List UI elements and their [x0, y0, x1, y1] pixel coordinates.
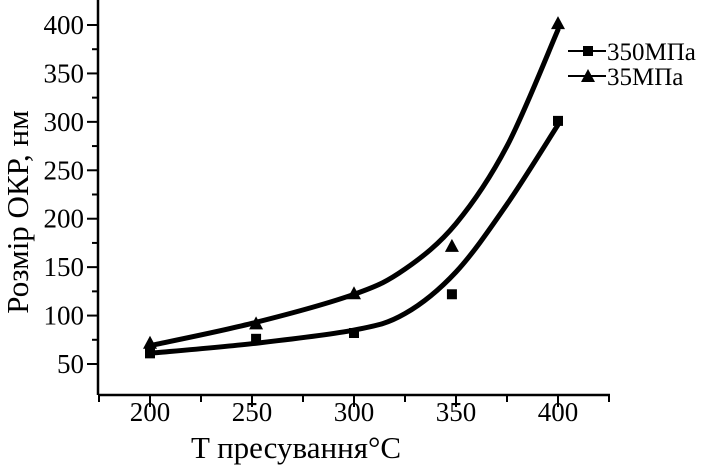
series-350mpa-fit-curve [147, 122, 561, 356]
legend-marker-series-350mpa [583, 46, 593, 56]
legend-label-series-350mpa: 350МПа [607, 39, 696, 66]
series-35mpa-point [249, 316, 264, 330]
y-tick-label: 300 [44, 107, 85, 137]
series-350mpa-point [446, 289, 457, 300]
legend-label-series-35mpa: 35МПа [607, 64, 683, 91]
x-tick-label: 400 [538, 397, 579, 427]
y-tick-label: 100 [44, 301, 85, 331]
x-tick-label: 350 [436, 397, 477, 427]
fit-curves [147, 27, 561, 356]
series-35mpa-fit-curve [147, 27, 561, 349]
y-tick-label: 250 [44, 155, 85, 185]
y-tick-label: 400 [44, 10, 85, 40]
x-tick-label: 250 [232, 397, 273, 427]
series-35mpa-point [143, 335, 157, 349]
y-tick-label: 350 [44, 58, 85, 88]
legend-marker-series-35mpa [581, 69, 595, 82]
series-35mpa-point [347, 286, 361, 300]
series-35mpa-point [444, 238, 459, 252]
y-axis-title: Розмір ОКР, нм [0, 110, 35, 313]
ticks: 200 250 300 350 400 50 100 150 200 250 300 350 400 [44, 10, 610, 427]
y-tick-label: 150 [44, 252, 85, 282]
x-tick-label: 300 [334, 397, 375, 427]
series-350mpa-point [251, 333, 262, 344]
series-350mpa-point [145, 348, 155, 359]
series-350mpa-point [553, 115, 563, 126]
series-350mpa-point [349, 328, 359, 339]
y-tick-label: 200 [44, 204, 85, 234]
x-tick-label: 200 [130, 397, 171, 427]
x-axis-title: T пресування°C [191, 430, 401, 465]
y-tick-label: 50 [57, 349, 84, 379]
data-markers [143, 16, 565, 359]
series-35mpa-point [551, 16, 565, 30]
